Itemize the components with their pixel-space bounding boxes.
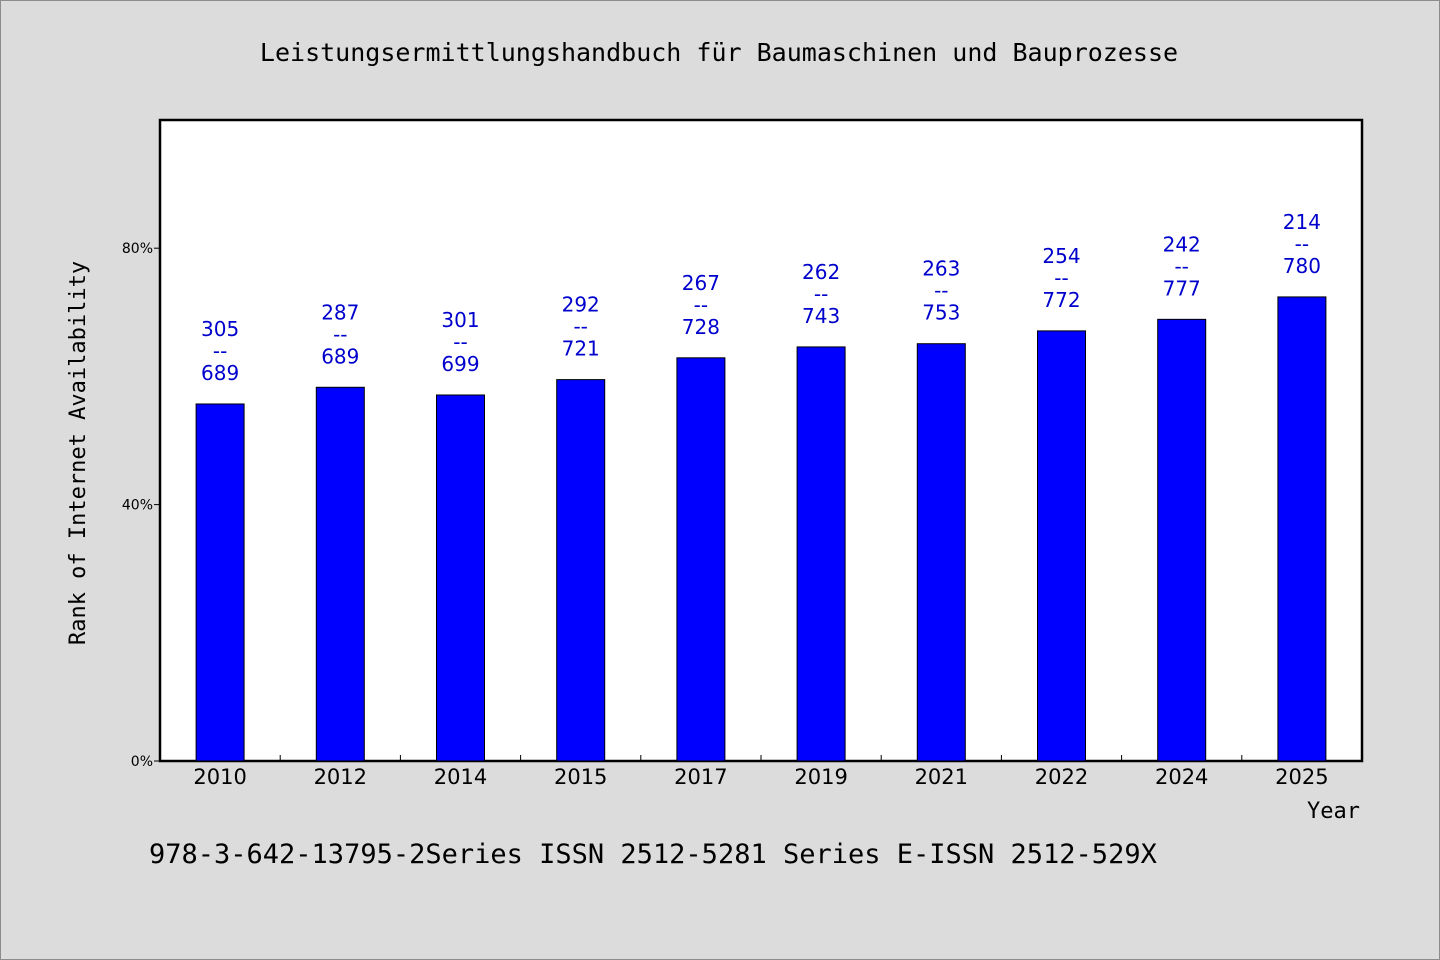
- y-tick-label: 80%: [122, 241, 153, 257]
- bars: [195, 296, 1327, 762]
- bar-label-sep-2014: --: [453, 330, 467, 354]
- bar-2019: [796, 346, 846, 762]
- bar-label-sep-2021: --: [934, 279, 948, 303]
- bar-2012: [315, 386, 365, 762]
- bar-label-bottom-2019: 743: [802, 304, 840, 328]
- bar-label-sep-2025: --: [1295, 232, 1309, 256]
- bar-label-bottom-2025: 780: [1283, 254, 1321, 278]
- bar-label-bottom-2017: 728: [682, 315, 720, 339]
- bar-2021: [916, 343, 966, 762]
- x-axis-title: Year: [1307, 799, 1360, 824]
- bar-label-top-2021: 263: [922, 257, 960, 281]
- bar-label-bottom-2015: 721: [562, 337, 600, 361]
- bar-2015: [556, 379, 606, 762]
- x-tick-label-2022: 2022: [1035, 765, 1088, 789]
- x-tick-label-2014: 2014: [434, 765, 487, 789]
- bar-label-sep-2012: --: [333, 322, 347, 346]
- x-tick-label-2019: 2019: [794, 765, 847, 789]
- x-tick-label-2017: 2017: [674, 765, 727, 789]
- bar-labels: 305--689287--689301--699292--721267--728…: [201, 210, 1321, 385]
- bar-2017: [676, 357, 726, 762]
- y-axis-ticks: 0% 40% 80%: [122, 241, 160, 770]
- x-tick-label-2010: 2010: [193, 765, 246, 789]
- bar-label-top-2017: 267: [682, 271, 720, 295]
- bar-2010: [195, 403, 245, 762]
- bar-label-bottom-2014: 699: [441, 352, 479, 376]
- bar-label-top-2022: 254: [1042, 244, 1080, 268]
- y-axis-title: Rank of Internet Availability: [66, 261, 91, 645]
- bar-label-bottom-2021: 753: [922, 301, 960, 325]
- bar-label-top-2024: 242: [1163, 232, 1201, 256]
- y-tick-label: 0%: [131, 754, 153, 770]
- chart-title: Leistungsermittlungshandbuch für Baumasc…: [260, 38, 1178, 67]
- bar-label-top-2014: 301: [441, 308, 479, 332]
- x-tick-label-2012: 2012: [314, 765, 367, 789]
- bar-2014: [436, 394, 485, 762]
- x-tick-label-2025: 2025: [1275, 765, 1328, 789]
- bar-label-bottom-2012: 689: [321, 344, 359, 368]
- x-tick-label-2015: 2015: [554, 765, 607, 789]
- bar-label-top-2015: 292: [562, 293, 600, 317]
- bar-label-sep-2017: --: [694, 293, 708, 317]
- bar-label-top-2010: 305: [201, 317, 239, 341]
- bar-2025: [1277, 296, 1327, 762]
- bar-label-sep-2022: --: [1054, 266, 1068, 290]
- bar-label-bottom-2024: 777: [1163, 276, 1201, 300]
- bar-label-bottom-2010: 689: [201, 361, 239, 385]
- bar-label-sep-2015: --: [573, 315, 587, 339]
- bar-label-top-2012: 287: [321, 300, 359, 324]
- x-tick-label-2021: 2021: [915, 765, 968, 789]
- x-axis-ticks: 2010 2012 2014 2015 2017 2019 2021 2022 2024 2025: [193, 755, 1329, 789]
- bar-label-top-2019: 262: [802, 260, 840, 284]
- bar-label-sep-2019: --: [814, 282, 828, 306]
- y-tick-label: 40%: [122, 498, 153, 514]
- bar-label-sep-2024: --: [1174, 254, 1188, 278]
- bar-2024: [1157, 318, 1207, 762]
- bar-label-bottom-2022: 772: [1042, 288, 1080, 312]
- bar-label-sep-2010: --: [213, 339, 227, 363]
- x-tick-label-2024: 2024: [1155, 765, 1208, 789]
- footer-isbn-issn: 978-3-642-13795-2Series ISSN 2512-5281 S…: [149, 839, 1157, 870]
- bar-label-top-2025: 214: [1283, 210, 1321, 234]
- bar-2022: [1037, 330, 1086, 762]
